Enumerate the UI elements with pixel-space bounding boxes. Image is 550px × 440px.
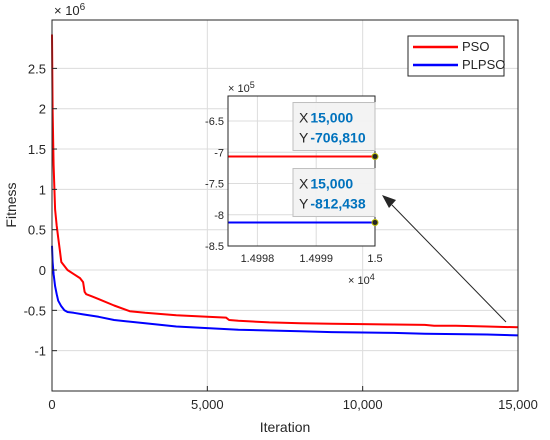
y-exponent-label: × 106 [54, 2, 86, 18]
datatip-y-row: Y -812,438 [299, 196, 366, 212]
y-tick-label: -0.5 [24, 303, 46, 318]
datatip-box [292, 102, 376, 152]
inset-x-exponent-label: × 104 [348, 272, 375, 287]
x-tick-label: 10,000 [343, 397, 383, 412]
y-tick-label: 2 [39, 102, 46, 117]
legend-label-plpso: PLPSO [462, 57, 505, 72]
inset-chart: 1.4998 1.4999 1.5 -6.5 -7 -7.5 -8 -8.5 × 105 × … [205, 80, 383, 287]
y-tick-label: 1.5 [28, 142, 46, 157]
datatip: X 15,000 Y -812,438 [292, 168, 379, 227]
x-tick-label: 5,000 [191, 397, 224, 412]
y-tick-label: 0.5 [28, 223, 46, 238]
inset-y-exponent-label: × 105 [228, 80, 255, 95]
legend: PSO PLPSO [407, 35, 505, 77]
inset-datatips: X 15,000 Y -706,810 X 15,000 Y -812,438 [292, 102, 379, 227]
main-axes-box [51, 19, 519, 392]
datatip-marker [371, 153, 379, 161]
series-line-plpso [51, 245, 519, 337]
y-tick-label: 0 [39, 263, 46, 278]
datatip: X 15,000 Y -706,810 [292, 102, 379, 161]
datatip-x-row: X 15,000 [299, 176, 353, 192]
legend-label-pso: PSO [462, 39, 489, 54]
x-tick-label: 15,000 [498, 397, 538, 412]
inset-y-tick-label: -6.5 [205, 116, 224, 128]
inset-x-tick-label: 1.4999 [299, 253, 333, 265]
datatip-marker [371, 219, 379, 227]
inset-x-tick-label: 1.4998 [241, 253, 275, 265]
datatip-y-row: Y -706,810 [299, 130, 366, 146]
inset-series-group [228, 155, 375, 224]
legend-box [407, 35, 505, 77]
inset-ticks: 1.4998 1.4999 1.5 -6.5 -7 -7.5 -8 -8.5 [205, 116, 383, 265]
x-axis-label: Iteration [260, 419, 311, 435]
y-tick-label: 1 [39, 182, 46, 197]
y-axis-label: Fitness [3, 182, 19, 227]
main-series-group [51, 34, 519, 337]
x-tick-label: 0 [48, 397, 55, 412]
series-line-pso [51, 34, 519, 329]
main-ticks: 0 5,000 10,000 15,000 2.5 2 1.5 1 0.5 0 -0.5 -1 [24, 61, 538, 412]
inset-y-tick-label: -7 [214, 147, 224, 159]
inset-y-tick-label: -7.5 [205, 179, 224, 191]
y-tick-label: 2.5 [28, 61, 46, 76]
zoom-annotation-arrow [382, 195, 507, 323]
y-tick-label: -1 [34, 344, 46, 359]
inset-y-tick-label: -8 [214, 210, 224, 222]
datatip-x-row: X 15,000 [299, 110, 353, 126]
datatip-box [292, 168, 376, 218]
inset-y-tick-label: -8.5 [205, 241, 224, 253]
inset-x-tick-label: 1.5 [367, 253, 382, 265]
